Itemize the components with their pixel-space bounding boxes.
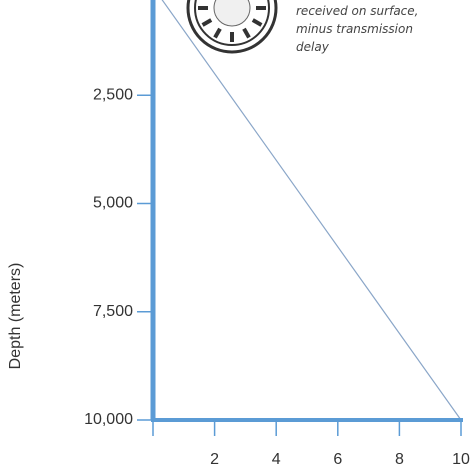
annotation-line-3: delay: [296, 40, 330, 54]
y-tick-label: 2,500: [93, 86, 133, 103]
x-tick-label: 10: [452, 451, 470, 468]
clock-numeral: [201, 18, 213, 27]
clock-numeral: [230, 32, 234, 42]
ticks-layer: 2,500 5,000 7,500 10,000 2 4 6 8 10: [84, 86, 470, 468]
x-tick-label: 2: [210, 451, 219, 468]
x-tick-label: 4: [272, 451, 281, 468]
clock-numeral: [256, 6, 266, 10]
clock-icon: [186, 0, 278, 54]
y-tick-label: 7,500: [93, 303, 133, 320]
clock-numeral: [251, 18, 263, 27]
y-tick-label: 10,000: [84, 411, 133, 428]
y-axis-title: Depth (meters): [7, 263, 24, 370]
clock-numeral: [242, 27, 251, 39]
axes-layer: [150, 0, 463, 422]
x-tick-label: 6: [333, 451, 342, 468]
series-layer: [161, 0, 462, 421]
series-line-0: [161, 0, 462, 421]
annotation-line-1: received on surface,: [296, 4, 418, 18]
y-tick-label: 5,000: [93, 195, 133, 212]
annotation-line-2: minus transmission: [296, 22, 413, 36]
clock-numeral: [198, 6, 208, 10]
x-tick-label: 8: [395, 451, 404, 468]
clock-numeral: [213, 27, 222, 39]
